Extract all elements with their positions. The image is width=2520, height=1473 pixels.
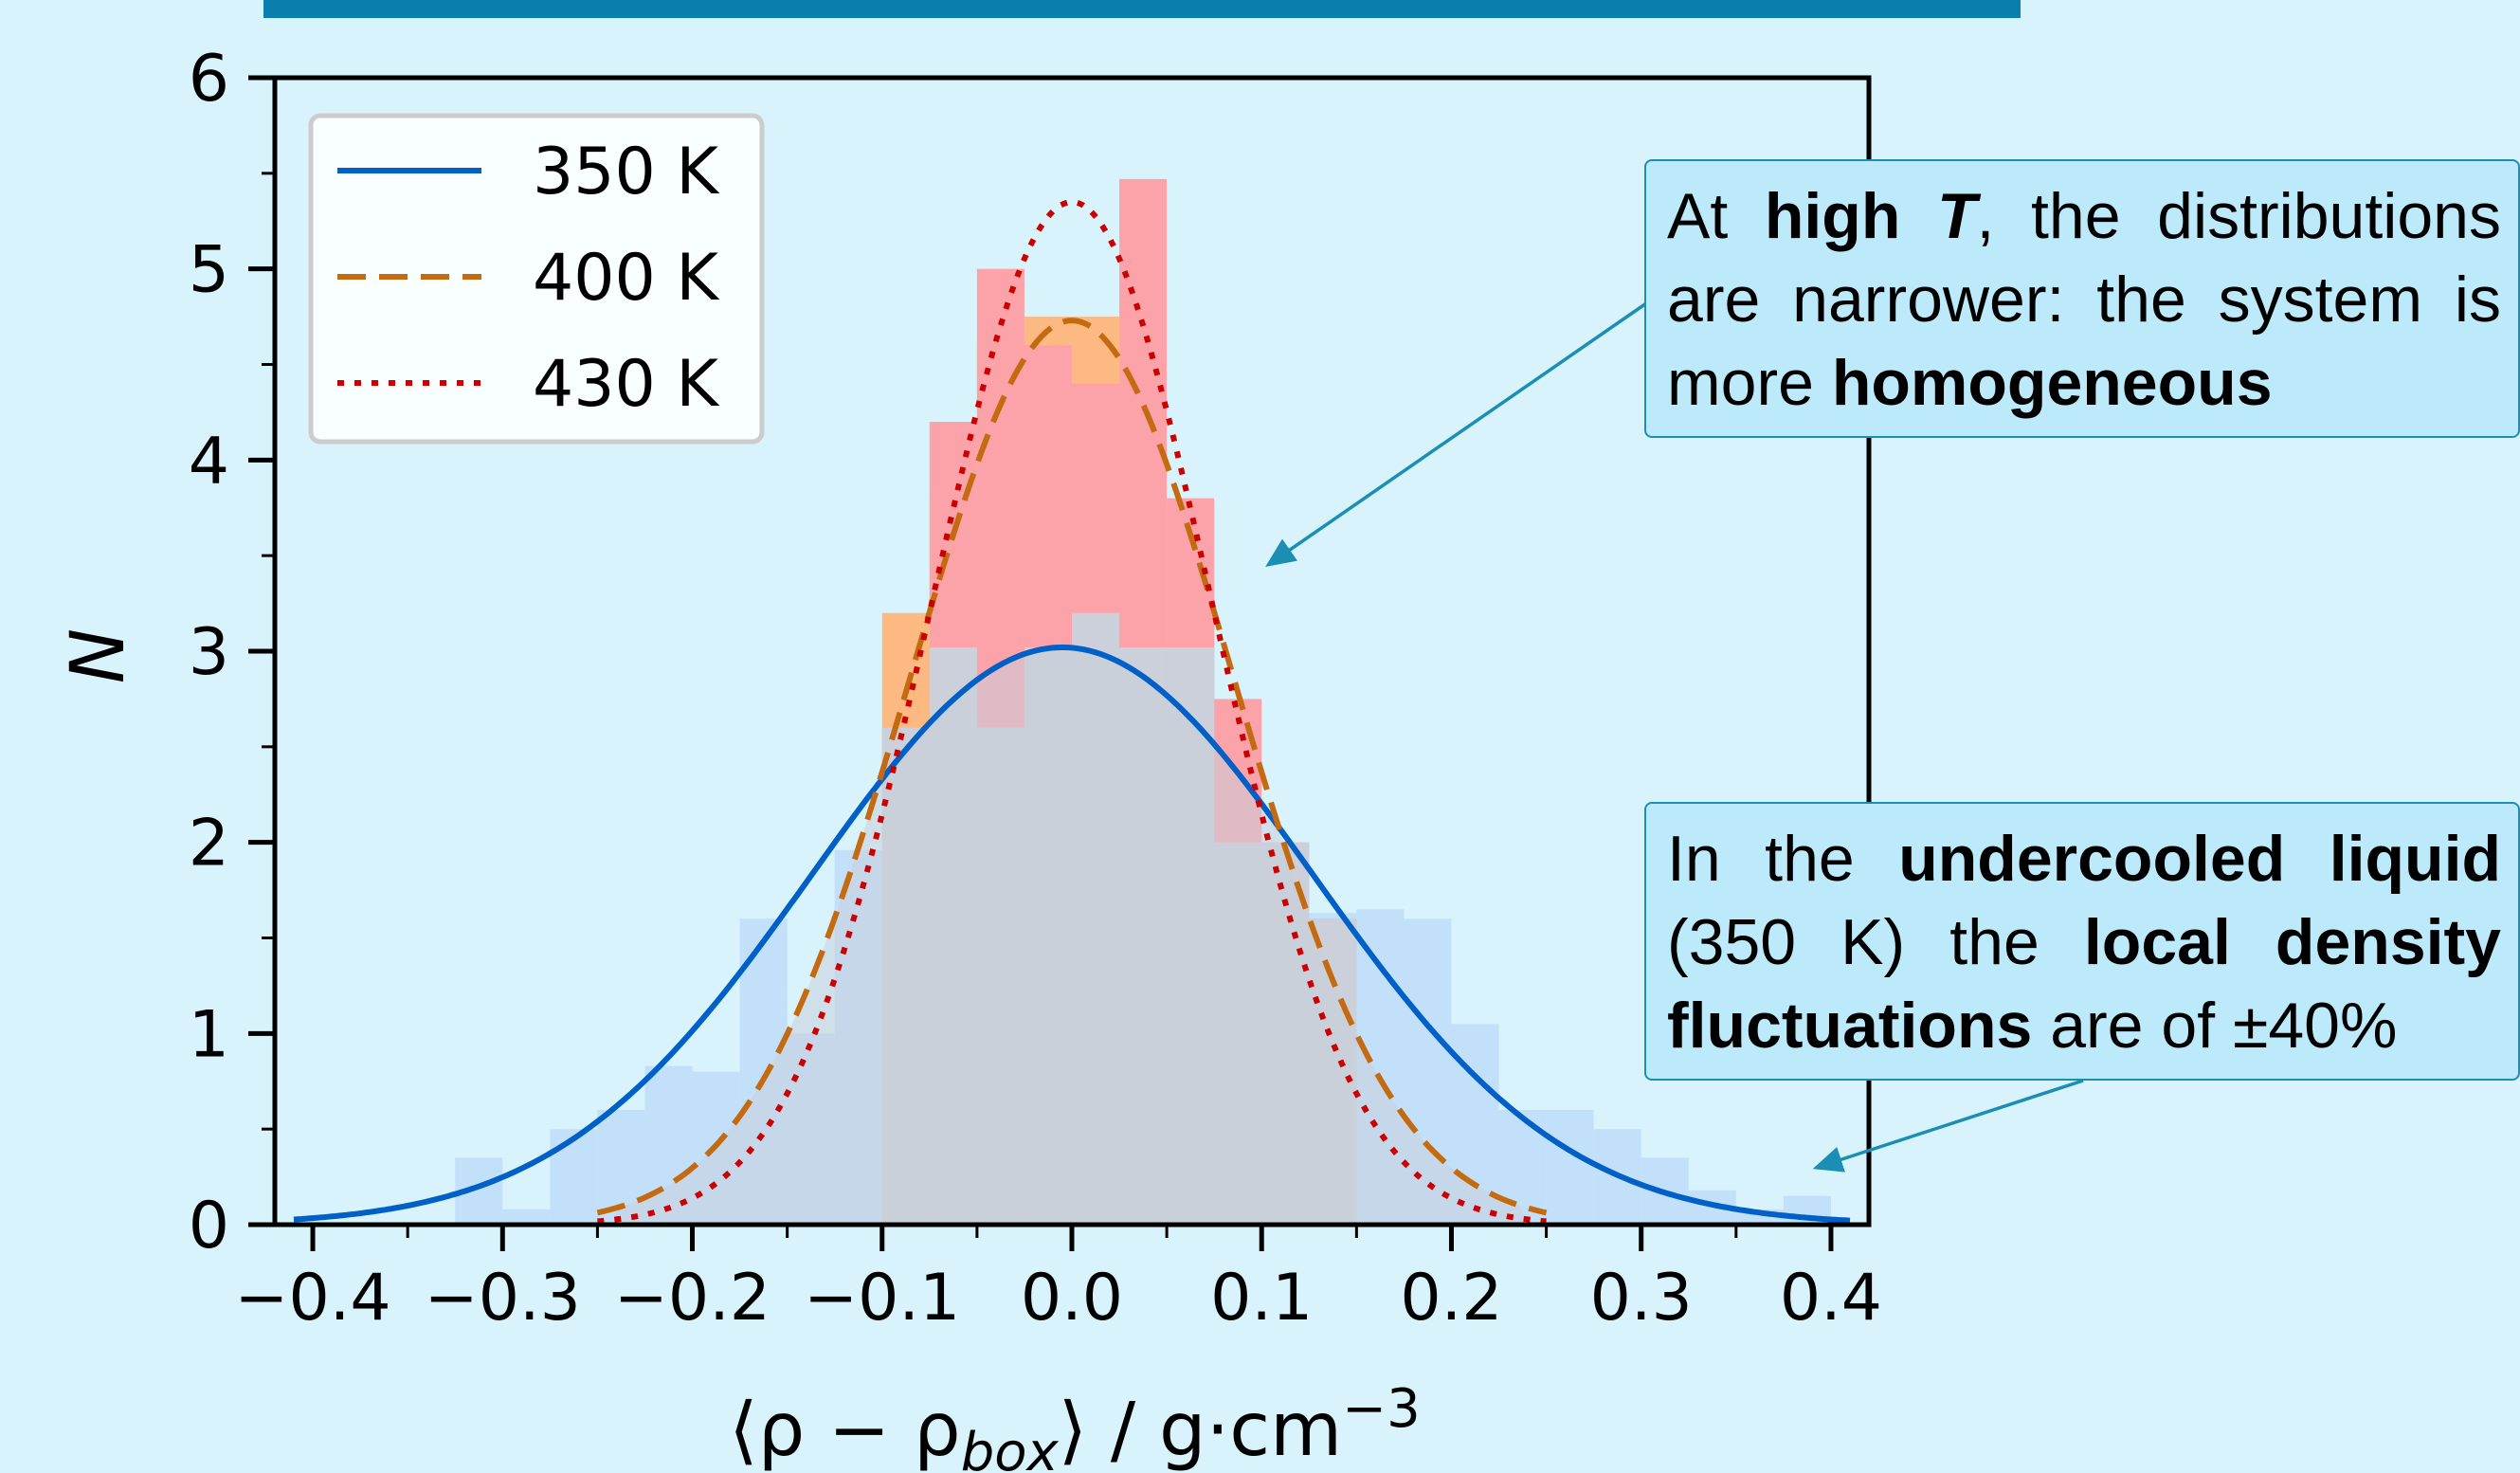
x-tick-label-6: 0.2 bbox=[1400, 1261, 1502, 1336]
callout-low-text-1: undercooled liquid bbox=[1898, 823, 2502, 895]
y-tick-label-0: 0 bbox=[189, 1189, 229, 1264]
legend-label-1: 400 K bbox=[533, 241, 720, 316]
title-banner bbox=[263, 0, 2021, 18]
histogram-bars bbox=[455, 178, 1831, 1226]
curve-350K bbox=[293, 645, 1851, 1224]
legend: 350 K 400 K 430 K bbox=[308, 113, 765, 445]
callout-high-text-0: At bbox=[1667, 180, 1765, 252]
callout-high-temperature: At high T, the distributions are narrowe… bbox=[1644, 159, 2520, 438]
y-tick-label-3: 3 bbox=[189, 615, 229, 690]
fit-curves bbox=[293, 199, 1851, 1225]
callout-low-text-2: (350 K) the bbox=[1667, 906, 2084, 978]
arrow-high-t bbox=[1265, 300, 1650, 567]
x-tick-label-1: −0.3 bbox=[425, 1261, 581, 1336]
x-tick-label-2: −0.2 bbox=[614, 1261, 771, 1336]
callout-low-text-4: are of ±40% bbox=[2032, 990, 2398, 1062]
x-tick-label-0: −0.4 bbox=[234, 1261, 390, 1336]
legend-box bbox=[308, 113, 765, 445]
callout-high-text-3: , the distributions are narrower: the sy… bbox=[1667, 180, 2501, 419]
overlap-area bbox=[616, 647, 1528, 1225]
y-tick-label-4: 4 bbox=[189, 424, 229, 499]
legend-label-2: 430 K bbox=[533, 347, 720, 422]
callout-high-text-4: homogeneous bbox=[1831, 347, 2273, 419]
curve-400K bbox=[596, 318, 1548, 1216]
y-tick-label-6: 6 bbox=[189, 42, 229, 117]
callout-high-text-1: high bbox=[1764, 180, 1937, 252]
bar-350K-0.25 bbox=[1546, 1110, 1594, 1225]
axes: −0.4 −0.3 −0.2 −0.1 0.0 0.1 0.2 0.3 0.4 0 1 2 3 4 5 6 bbox=[189, 42, 1882, 1336]
x-axis-label: ⟨ρ − ρbox⟩ / g·cm−3 bbox=[729, 1378, 1420, 1473]
x-tick-label-7: 0.3 bbox=[1590, 1261, 1693, 1336]
y-axis-label: N bbox=[56, 628, 141, 683]
x-tick-label-5: 0.1 bbox=[1210, 1261, 1313, 1336]
y-tick-label-5: 5 bbox=[189, 233, 229, 308]
callout-low-text-0: In the bbox=[1667, 823, 1899, 895]
y-tick-label-1: 1 bbox=[189, 997, 229, 1072]
annotation-arrows bbox=[1265, 300, 2084, 1173]
callout-undercooled-liquid: In the undercooled liquid (350 K) the lo… bbox=[1644, 802, 2520, 1081]
y-tick-label-2: 2 bbox=[189, 807, 229, 882]
legend-label-0: 350 K bbox=[533, 135, 720, 209]
callout-high-text-2: T bbox=[1936, 180, 1977, 252]
x-tick-label-3: −0.1 bbox=[804, 1261, 960, 1336]
x-tick-label-4: 0.0 bbox=[1021, 1261, 1123, 1336]
bar-350K--0.275 bbox=[550, 1129, 598, 1225]
axis-labels: N ⟨ρ − ρbox⟩ / g·cm−3 bbox=[56, 628, 1421, 1473]
callout-low-text-3: local density fluctuations bbox=[1667, 906, 2501, 1062]
x-tick-label-8: 0.4 bbox=[1780, 1261, 1882, 1336]
bar-350K--0.3 bbox=[502, 1209, 551, 1225]
arrow-undercooled bbox=[1812, 1079, 2084, 1173]
